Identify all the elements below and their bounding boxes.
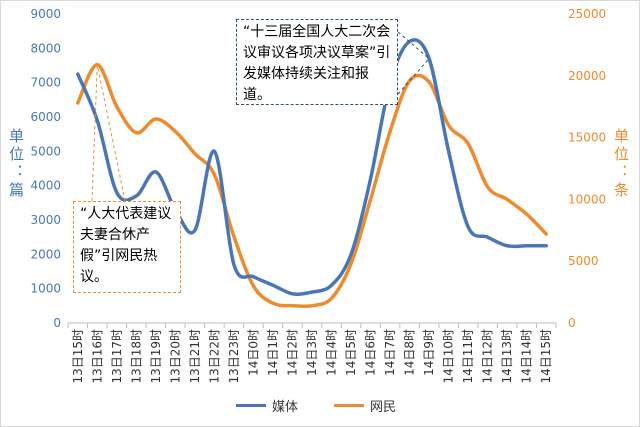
net-series-line [76, 62, 548, 309]
x-tick-label: 14日7时 [383, 329, 397, 376]
y-left-tick-label: 3000 [30, 213, 61, 227]
x-tick-label: 14日5时 [344, 329, 358, 376]
media-annotation-leader [397, 31, 430, 60]
media-series-line [76, 38, 548, 296]
legend-item-net: 网民 [334, 396, 396, 415]
x-tick-label: 14日10时 [442, 329, 456, 384]
legend-swatch-media [236, 404, 266, 407]
x-tick-label: 13日21时 [188, 329, 202, 384]
y-left-tick-label: 9000 [30, 7, 61, 21]
x-tick-label: 14日14时 [520, 329, 534, 384]
y-axis-left-label: 单位：篇 [7, 128, 25, 200]
x-tick-label: 14日8时 [403, 329, 417, 376]
x-tick-label: 14日13时 [500, 329, 514, 384]
y-left-tick-label: 1000 [30, 282, 61, 296]
x-tick-label: 14日3时 [305, 329, 319, 376]
x-tick-label: 14日0时 [246, 329, 260, 376]
x-tick-label: 14日2时 [285, 329, 299, 376]
x-tick-label: 14日4时 [325, 329, 339, 376]
net-annotation-leader [91, 64, 98, 202]
y-right-tick-label: 10000 [568, 192, 606, 206]
media-annotation: “十三届全国人大二次会议审议各项决议草案”引发媒体持续关注和报道。 [236, 19, 398, 105]
y-left-tick-label: 4000 [30, 179, 61, 193]
net-annotation-leader [96, 64, 126, 202]
x-tick-label: 13日16时 [90, 329, 104, 384]
x-tick-label: 13日15时 [71, 329, 85, 384]
x-tick-label: 14日11时 [461, 329, 475, 384]
y-left-tick-label: 8000 [30, 41, 61, 55]
x-tick-label: 14日9时 [422, 329, 436, 376]
legend-label-net: 网民 [370, 400, 397, 415]
x-tick-label: 13日19时 [149, 329, 163, 384]
legend-label-media: 媒体 [272, 400, 299, 415]
x-tick-label: 13日18时 [129, 329, 143, 384]
y-left-tick-label: 0 [53, 316, 61, 330]
x-tick-label: 14日6时 [364, 329, 378, 376]
x-tick-label: 14日1时 [266, 329, 280, 376]
x-tick-label: 14日12时 [481, 329, 495, 384]
legend-swatch-net [334, 404, 365, 407]
y-right-tick-label: 15000 [568, 131, 606, 145]
x-tick-label: 13日23时 [227, 329, 241, 384]
x-tick-label: 13日17时 [110, 329, 124, 384]
x-tick-label: 13日22时 [207, 329, 221, 384]
net-annotation: “人大代表建议夫妻合休产假”引网民热议。 [73, 201, 181, 293]
y-left-tick-label: 7000 [30, 76, 61, 90]
x-tick-label: 14日15时 [539, 329, 553, 384]
y-left-tick-label: 5000 [30, 144, 61, 158]
y-right-tick-label: 25000 [568, 7, 606, 21]
y-left-tick-label: 6000 [30, 110, 61, 124]
y-left-tick-label: 2000 [30, 247, 61, 261]
legend-item-media: 媒体 [236, 396, 298, 415]
y-right-tick-label: 5000 [568, 254, 599, 268]
x-tick-label: 13日20时 [168, 329, 182, 384]
y-right-tick-label: 0 [568, 316, 576, 330]
y-right-tick-label: 20000 [568, 69, 606, 83]
y-axis-right-label: 单位：条 [612, 128, 630, 200]
media-annotation-leader [397, 58, 430, 95]
legend: 媒体 网民 [236, 396, 396, 415]
